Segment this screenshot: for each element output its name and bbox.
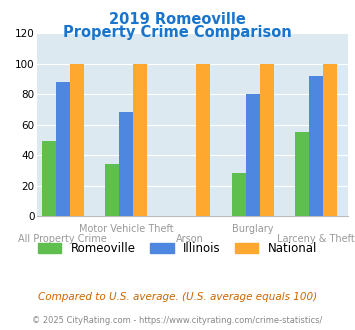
Text: Property Crime Comparison: Property Crime Comparison [63,25,292,40]
Bar [246,94,260,216]
Text: Compared to U.S. average. (U.S. average equals 100): Compared to U.S. average. (U.S. average … [38,292,317,302]
Bar [133,63,147,216]
Text: 2019 Romeoville: 2019 Romeoville [109,12,246,26]
Text: All Property Crime: All Property Crime [18,234,107,244]
Bar [119,112,133,216]
Legend: Romeoville, Illinois, National: Romeoville, Illinois, National [33,237,322,260]
Text: © 2025 CityRating.com - https://www.cityrating.com/crime-statistics/: © 2025 CityRating.com - https://www.city… [32,316,323,325]
Text: Burglary: Burglary [232,224,274,234]
Bar [56,82,70,216]
Text: Arson: Arson [175,234,203,244]
Bar [232,174,246,216]
Text: Motor Vehicle Theft: Motor Vehicle Theft [79,224,173,234]
Bar [323,63,337,216]
Bar [105,164,119,216]
Text: Larceny & Theft: Larceny & Theft [277,234,355,244]
Bar [295,132,309,216]
Bar [309,76,323,216]
Bar [70,63,83,216]
Bar [260,63,274,216]
Bar [42,141,56,216]
Bar [196,63,210,216]
